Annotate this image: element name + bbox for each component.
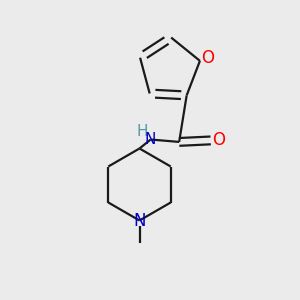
Text: H: H <box>136 124 148 139</box>
Text: O: O <box>201 50 214 68</box>
Text: N: N <box>133 212 146 230</box>
Text: O: O <box>213 131 226 149</box>
Text: N: N <box>145 132 156 147</box>
